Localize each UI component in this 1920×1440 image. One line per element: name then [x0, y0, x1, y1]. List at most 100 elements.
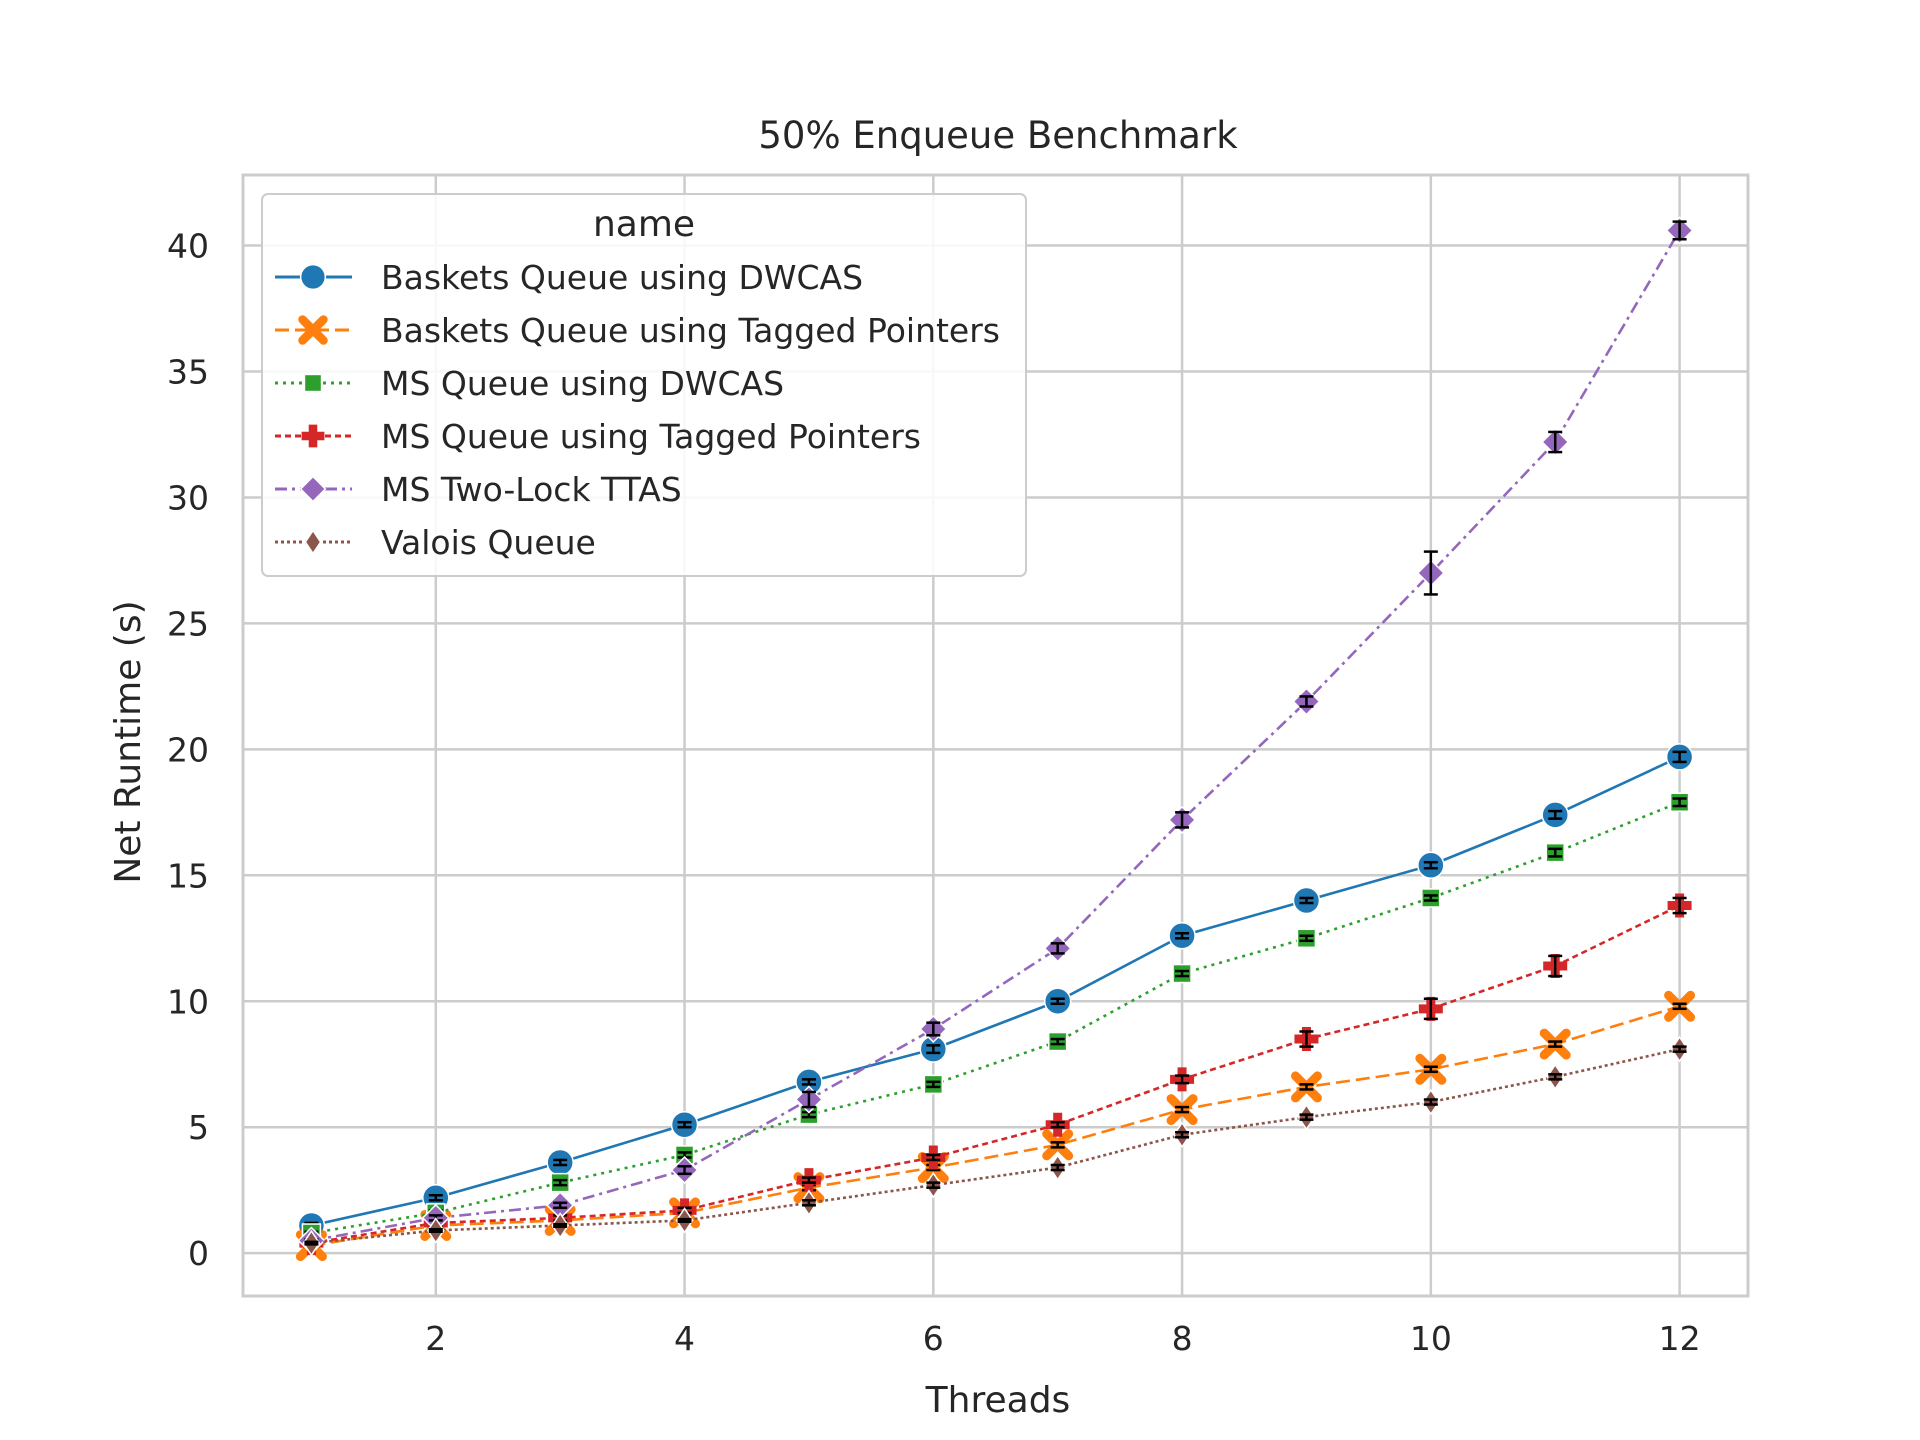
error-bar — [1548, 1040, 1563, 1048]
y-tick-label: 10 — [167, 982, 209, 1021]
error-bar — [1175, 811, 1190, 829]
error-bar — [677, 1120, 692, 1129]
y-tick-label: 25 — [167, 604, 209, 643]
y-tick-label: 30 — [167, 478, 209, 517]
error-bar — [1423, 1098, 1438, 1106]
error-bar — [1050, 1037, 1065, 1046]
error-bar — [1299, 1030, 1314, 1048]
series-line — [311, 801, 1681, 1235]
y-tick-label: 5 — [188, 1108, 209, 1147]
error-bar — [1050, 1120, 1065, 1129]
error-bar — [1175, 1131, 1190, 1139]
legend-label: MS Queue using Tagged Pointers — [381, 417, 921, 456]
legend-marker — [298, 315, 328, 345]
error-bar — [1672, 1002, 1687, 1011]
error-bar — [1299, 695, 1314, 708]
error-bar — [1672, 797, 1687, 808]
x-tick-label: 4 — [674, 1319, 695, 1358]
error-bar — [926, 1021, 941, 1037]
error-bar — [304, 1240, 319, 1246]
error-bar — [926, 1080, 941, 1089]
legend-label: Baskets Queue using Tagged Pointers — [381, 311, 1000, 350]
error-bar — [1050, 1141, 1065, 1149]
error-bar — [1548, 809, 1563, 820]
error-bar — [1423, 1065, 1438, 1074]
error-bar — [428, 1227, 443, 1234]
error-bar — [1050, 997, 1065, 1006]
error-bar — [1548, 954, 1563, 978]
legend-marker — [303, 373, 323, 393]
error-bar — [1299, 896, 1314, 905]
error-bar — [1175, 1105, 1190, 1114]
legend-label: Baskets Queue using DWCAS — [381, 258, 863, 297]
x-tick-label: 8 — [1172, 1319, 1193, 1358]
y-tick-label: 0 — [188, 1234, 209, 1273]
y-tick-label: 15 — [167, 856, 209, 895]
legend-marker — [299, 263, 327, 291]
error-bar — [1299, 934, 1314, 943]
error-bar — [1548, 430, 1563, 454]
error-bar — [1548, 847, 1563, 858]
plot-frame — [241, 173, 1750, 1298]
error-bar — [1423, 894, 1438, 902]
error-bar — [926, 1181, 941, 1189]
error-bar — [1175, 931, 1190, 940]
series-line — [311, 229, 1681, 1242]
y-tick-label: 35 — [167, 352, 209, 391]
chart-title: 50% Enqueue Benchmark — [758, 114, 1238, 157]
legend-entry-4: MS Queue using Tagged Pointers — [275, 417, 921, 456]
series-layer — [295, 216, 1696, 1262]
legend-entries: Baskets Queue using DWCAS Baskets Queue u… — [275, 258, 1000, 562]
error-bar — [1050, 942, 1065, 955]
legend-entry-6: Valois Queue — [275, 523, 596, 562]
error-bar — [1175, 1074, 1190, 1085]
error-bar — [801, 1078, 816, 1086]
error-bar — [801, 1176, 816, 1184]
legend-entry-2: Baskets Queue using Tagged Pointers — [275, 311, 1000, 350]
tick-labels: 2 4 6 8 10 12 0 5 10 15 20 25 30 35 40 — [167, 227, 1701, 1358]
legend-entry-1: Baskets Queue using DWCAS — [275, 258, 863, 297]
error-bar — [1050, 1163, 1065, 1172]
error-bar — [1299, 1083, 1314, 1091]
legend-marker — [304, 529, 322, 555]
error-bar — [553, 1222, 568, 1228]
error-bar — [1548, 1073, 1563, 1081]
error-bar — [1672, 1045, 1687, 1053]
error-bar — [428, 1193, 443, 1202]
legend-label: Valois Queue — [381, 523, 596, 562]
error-bar — [677, 1217, 692, 1223]
error-bar — [553, 1201, 568, 1210]
error-bar — [1672, 896, 1687, 915]
legend-marker — [299, 475, 327, 503]
legend-entry-5: MS Two-Lock TTAS — [275, 470, 682, 509]
error-bar — [553, 1158, 568, 1167]
series-line — [311, 1047, 1680, 1245]
error-bar — [677, 1165, 692, 1176]
series-line — [311, 904, 1681, 1245]
series-6 — [302, 1035, 1689, 1257]
x-tick-label: 10 — [1410, 1319, 1452, 1358]
y-tick-label: 40 — [167, 227, 209, 266]
error-bar — [1672, 750, 1687, 764]
error-bar — [1299, 1113, 1314, 1121]
x-tick-label: 12 — [1659, 1319, 1701, 1358]
legend-marker — [301, 424, 325, 448]
legend-title: name — [593, 204, 695, 245]
legend-entry-3: MS Queue using DWCAS — [275, 364, 784, 403]
error-bar — [1423, 550, 1438, 596]
x-tick-label: 6 — [923, 1319, 944, 1358]
error-bar — [553, 1178, 568, 1187]
series-5 — [297, 216, 1694, 1255]
y-axis-label: Net Runtime (s) — [108, 600, 149, 883]
error-bar — [1175, 969, 1190, 978]
series-1 — [297, 743, 1694, 1240]
error-bar — [1423, 997, 1438, 1021]
y-tick-label: 20 — [167, 730, 209, 769]
legend-box — [261, 193, 1027, 577]
error-bar — [1423, 860, 1438, 870]
error-bar — [926, 1153, 941, 1162]
x-axis-label: Threads — [925, 1380, 1071, 1421]
